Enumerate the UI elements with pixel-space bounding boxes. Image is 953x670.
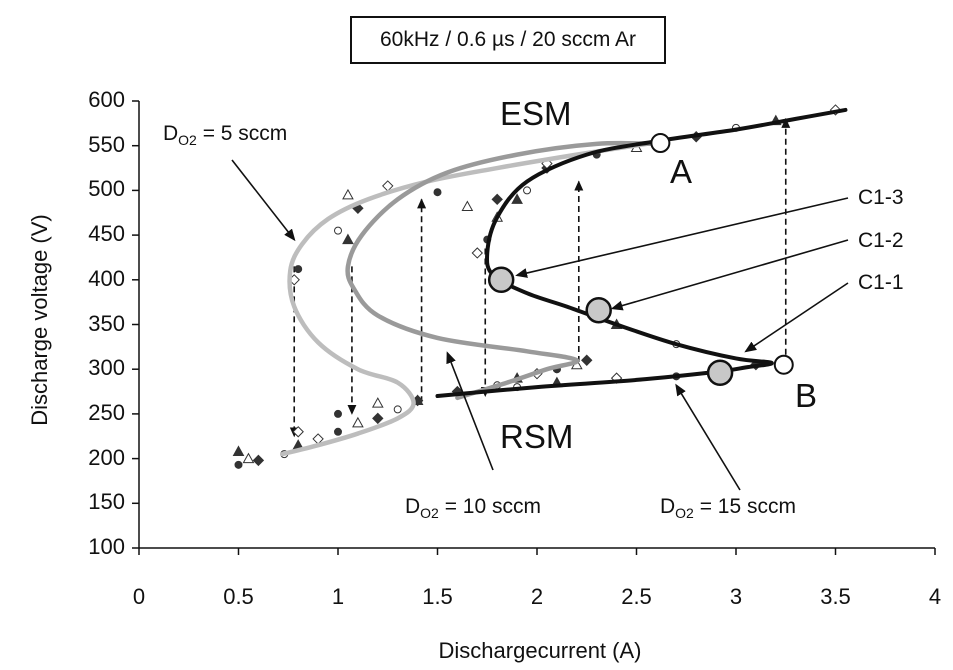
- data-point: [581, 354, 593, 366]
- x-axis-label: Dischargecurrent (A): [438, 638, 642, 663]
- y-tick-label: 450: [88, 221, 125, 247]
- open-marker-a: [650, 133, 671, 154]
- data-point: [352, 416, 364, 428]
- y-axis-label: Discharge voltage (V): [27, 214, 52, 426]
- y-tick-label: 200: [88, 444, 125, 470]
- y-tick-label: 350: [88, 310, 125, 336]
- data-point: [334, 226, 342, 235]
- do2-15-label: DO2 = 15 sccm: [660, 495, 796, 522]
- grey-marker-c1-2: [585, 296, 612, 324]
- x-tick-label: 2.5: [621, 584, 652, 609]
- c1-2-label: C1-2: [858, 229, 904, 252]
- do2-10-label: DO2 = 10 sccm: [405, 495, 541, 522]
- data-point: [371, 397, 384, 408]
- data-point: [232, 445, 245, 456]
- annotation-arrow: [744, 282, 849, 353]
- data-point: [294, 265, 303, 274]
- data-point: [461, 200, 474, 211]
- grey-marker-c1-3: [487, 266, 515, 294]
- series-curves: [280, 107, 848, 457]
- data-point: [433, 188, 442, 197]
- data-point: [393, 405, 402, 414]
- annotation-arrow: [231, 159, 296, 242]
- data-point: [491, 193, 503, 206]
- x-tick-label: 3.5: [820, 584, 851, 609]
- annotation-arrow: [515, 197, 849, 278]
- annotation-arrow: [675, 383, 741, 491]
- chart-title: 60kHz / 0.6 µs / 20 sccm Ar: [350, 16, 666, 64]
- data-point: [511, 193, 523, 204]
- x-tick-label: 0.5: [223, 584, 254, 609]
- data-point: [252, 454, 265, 467]
- series-line: [280, 141, 649, 457]
- c1-3-label: C1-3: [858, 186, 904, 209]
- annotation-arrow: [446, 351, 494, 471]
- x-tick-label: 2: [530, 584, 544, 609]
- annotation-arrow: [610, 239, 849, 311]
- point-b-label: B: [795, 377, 818, 414]
- data-point: [471, 247, 484, 259]
- series-line: [435, 107, 848, 399]
- y-tick-label: 100: [88, 534, 125, 559]
- data-point: [372, 412, 384, 425]
- data-point: [523, 186, 532, 195]
- annotation-arrows: [231, 159, 849, 491]
- x-tick-label: 1: [331, 584, 345, 609]
- data-point: [242, 452, 255, 464]
- x-tick-label: 1.5: [422, 584, 453, 609]
- y-tick-label: 400: [88, 265, 125, 291]
- point-a-label: A: [670, 153, 693, 190]
- data-point: [334, 427, 342, 436]
- data-point: [334, 409, 342, 418]
- data-point: [292, 426, 304, 438]
- x-tick-label: 4: [928, 584, 942, 609]
- x-tick-label: 3: [729, 584, 743, 609]
- y-tick-label: 600: [88, 87, 125, 112]
- open-marker-b: [773, 354, 794, 375]
- y-tick-label: 550: [88, 131, 125, 157]
- do2-5-label: DO2 = 5 sccm: [163, 122, 288, 149]
- data-point: [342, 188, 354, 200]
- grey-marker-c1-1: [706, 359, 734, 387]
- y-tick-label: 150: [88, 489, 125, 515]
- y-tick-label: 300: [88, 355, 125, 381]
- highlight-markers: [487, 133, 794, 387]
- y-tick-label: 500: [88, 176, 125, 202]
- data-point: [342, 233, 354, 245]
- rsm-label: RSM: [500, 418, 574, 455]
- x-tick-label: 0: [132, 584, 146, 609]
- y-tick-label: 250: [88, 399, 125, 425]
- series-line: [345, 140, 659, 401]
- data-point: [234, 460, 243, 469]
- esm-label: ESM: [500, 95, 572, 132]
- axes: [132, 100, 936, 555]
- c1-1-label: C1-1: [858, 271, 904, 294]
